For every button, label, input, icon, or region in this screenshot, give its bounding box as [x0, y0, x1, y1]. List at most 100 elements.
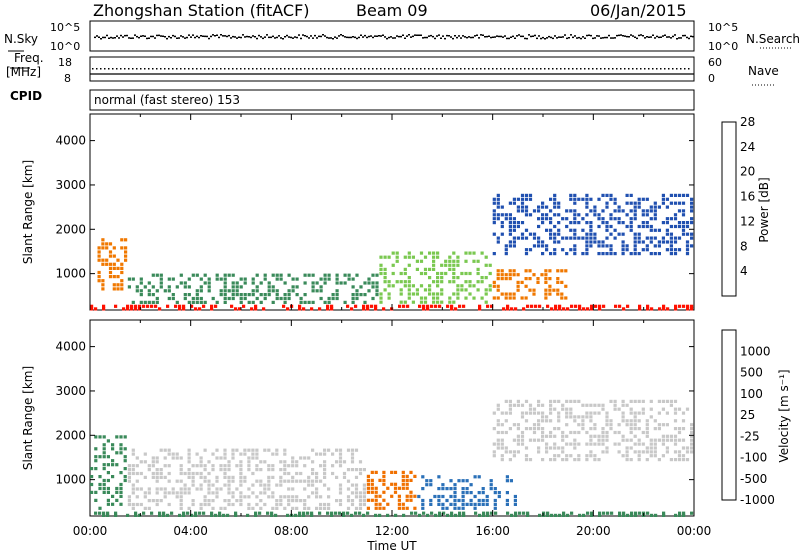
- range-cell: [120, 266, 124, 270]
- range-cell: [135, 289, 139, 293]
- range-cell: [492, 411, 496, 415]
- noise-point: [378, 35, 380, 37]
- range-cell: [351, 285, 355, 289]
- noise-point: [634, 36, 636, 38]
- range-cell: [150, 511, 154, 515]
- range-cell: [500, 213, 504, 217]
- noise-point: [222, 35, 224, 37]
- range-cell: [505, 475, 509, 479]
- range-cell: [303, 479, 307, 483]
- range-cell: [657, 427, 661, 431]
- range-cell: [589, 244, 593, 248]
- range-cell: [453, 506, 457, 510]
- range-cell: [386, 513, 390, 517]
- range-cell: [139, 460, 143, 464]
- range-cell: [520, 236, 525, 240]
- range-cell: [323, 300, 327, 304]
- range-cell: [155, 499, 159, 503]
- range-cell: [194, 513, 198, 517]
- range-cell: [496, 217, 500, 221]
- range-cell: [124, 246, 128, 250]
- range-cell: [633, 236, 637, 240]
- range-cell: [544, 273, 548, 277]
- range-cell: [677, 450, 682, 454]
- range-cell: [223, 506, 227, 510]
- range-cell: [661, 434, 665, 438]
- range-cell: [351, 293, 355, 297]
- noise-point: [586, 34, 588, 37]
- range-cell: [162, 511, 166, 515]
- range-cell: [637, 201, 641, 205]
- range-cell: [159, 499, 163, 503]
- range-cell: [528, 277, 532, 281]
- range-cell: [541, 240, 545, 244]
- range-cell: [227, 475, 231, 479]
- noise-point: [148, 37, 150, 39]
- range-cell: [219, 277, 223, 281]
- noise-point: [408, 34, 410, 36]
- range-cell: [203, 479, 207, 483]
- range-cell: [605, 244, 609, 248]
- range-cell: [524, 193, 529, 197]
- noise-point: [622, 35, 624, 37]
- range-cell: [251, 300, 255, 304]
- range-cell: [508, 224, 512, 229]
- range-cell: [625, 450, 629, 454]
- range-cell: [565, 399, 569, 403]
- range-cell: [605, 221, 609, 225]
- range-cell: [405, 482, 409, 486]
- range-cell: [645, 427, 649, 431]
- range-cell: [271, 495, 275, 499]
- range-cell: [476, 288, 480, 292]
- range-cell: [106, 490, 110, 494]
- range-cell: [506, 511, 510, 515]
- range-cell: [653, 442, 657, 446]
- range-cell: [223, 277, 227, 281]
- freq-point: [508, 68, 510, 70]
- range-cell: [223, 296, 227, 301]
- range-cell: [106, 502, 110, 506]
- noise-point: [666, 36, 668, 38]
- range-cell: [101, 287, 105, 291]
- noise-point: [182, 36, 184, 38]
- time-tick-label: 04:00: [173, 524, 208, 538]
- range-cell: [187, 456, 191, 460]
- noise-point: [336, 37, 338, 39]
- range-cell: [609, 193, 613, 197]
- noise-point: [452, 37, 454, 40]
- range-cell: [438, 511, 442, 515]
- range-cell: [438, 513, 442, 517]
- range-cell: [513, 494, 517, 499]
- range-cell: [629, 209, 633, 213]
- noise-point: [166, 37, 168, 40]
- range-cell: [681, 232, 686, 236]
- range-cell: [130, 307, 134, 311]
- range-cell: [354, 475, 359, 479]
- range-cell: [541, 430, 545, 435]
- range-cell: [375, 285, 379, 289]
- range-cell: [669, 252, 673, 256]
- range-cell: [548, 288, 552, 292]
- range-cell: [119, 435, 123, 439]
- range-cell: [191, 273, 195, 277]
- noise-point: [94, 36, 96, 39]
- range-cell: [215, 479, 219, 483]
- range-cell: [549, 403, 553, 407]
- range-cell: [291, 456, 295, 460]
- noise-point: [536, 37, 538, 40]
- range-cell: [585, 205, 589, 209]
- range-cell: [650, 513, 654, 517]
- range-cell: [270, 511, 274, 515]
- range-cell: [327, 487, 331, 491]
- range-cell: [154, 304, 158, 308]
- range-cell: [621, 240, 625, 244]
- range-cell: [155, 296, 159, 301]
- range-cell: [415, 259, 419, 263]
- range-cell: [597, 224, 601, 229]
- range-cell: [633, 213, 637, 217]
- range-cell: [686, 307, 690, 311]
- range-cell: [581, 419, 585, 423]
- noise-point: [610, 37, 612, 39]
- range-cell: [589, 403, 593, 407]
- range-cell: [589, 236, 593, 240]
